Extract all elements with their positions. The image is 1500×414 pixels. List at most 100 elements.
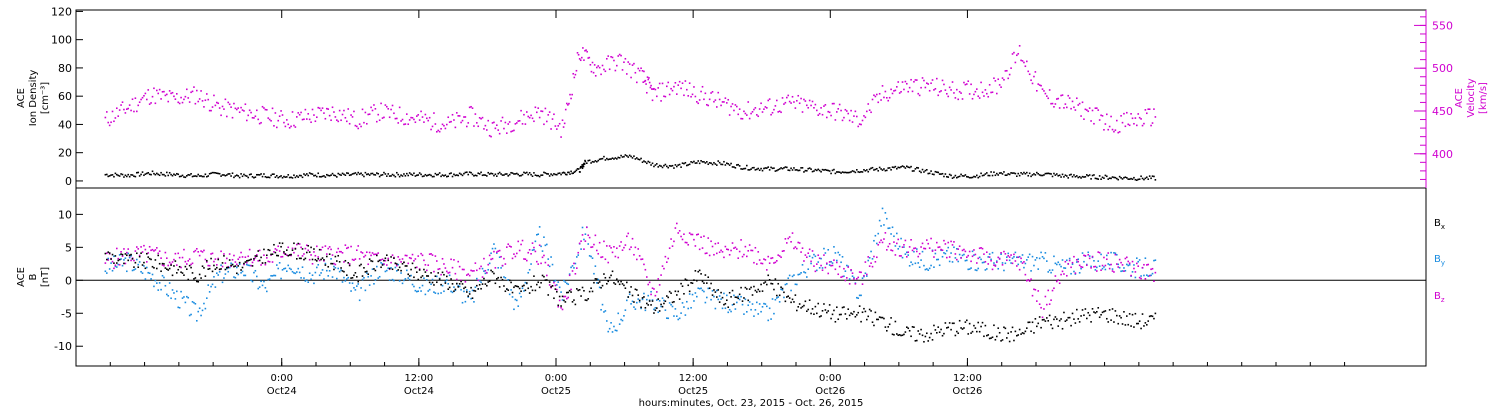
data-point — [1073, 318, 1075, 320]
data-point — [298, 271, 301, 274]
data-point — [643, 263, 645, 266]
data-point — [1027, 174, 1030, 177]
data-point — [158, 88, 161, 91]
data-point — [603, 311, 605, 313]
data-point — [330, 248, 332, 251]
data-point — [1073, 174, 1075, 176]
data-point — [920, 328, 922, 331]
data-point — [190, 266, 192, 269]
data-point — [518, 287, 521, 290]
data-point — [321, 175, 324, 178]
data-point — [176, 264, 178, 266]
data-point — [853, 115, 855, 117]
data-point — [126, 175, 128, 178]
data-point — [714, 307, 717, 310]
data-point — [470, 171, 472, 174]
data-point — [1114, 176, 1117, 179]
data-point — [964, 259, 967, 262]
data-point — [280, 175, 282, 177]
data-point — [618, 245, 621, 247]
data-point — [657, 311, 660, 314]
data-point — [537, 281, 540, 284]
data-point — [331, 172, 334, 175]
data-point — [231, 263, 234, 266]
data-point — [1038, 84, 1041, 86]
data-point — [1074, 322, 1077, 324]
data-point — [391, 278, 394, 281]
data-point — [363, 276, 365, 279]
data-point — [734, 104, 737, 106]
data-point — [748, 288, 751, 290]
data-point — [880, 99, 882, 101]
data-point — [974, 176, 977, 178]
data-point — [766, 269, 768, 271]
data-point — [284, 176, 287, 178]
data-point — [1117, 131, 1120, 134]
data-point — [1148, 275, 1151, 277]
data-point — [244, 174, 247, 177]
data-point — [887, 167, 890, 169]
data-point — [418, 268, 421, 270]
data-point — [537, 174, 540, 177]
data-point — [811, 256, 814, 259]
top-right-ylabel-line-2: Velocity — [1466, 78, 1477, 117]
data-point — [1120, 261, 1122, 264]
data-point — [581, 226, 584, 229]
data-point — [1023, 171, 1025, 174]
data-point — [983, 261, 985, 264]
xtick-date-label: Oct26 — [815, 386, 845, 397]
data-point — [401, 263, 404, 265]
data-point — [737, 163, 740, 166]
data-point — [680, 166, 682, 168]
data-point — [894, 254, 897, 256]
data-point — [676, 165, 678, 168]
data-point — [260, 256, 262, 259]
data-point — [836, 259, 838, 262]
data-point — [1118, 315, 1121, 317]
data-point — [404, 265, 407, 267]
data-point — [914, 247, 917, 249]
data-point — [486, 129, 488, 131]
data-point — [514, 123, 517, 125]
data-point — [731, 166, 734, 168]
data-point — [398, 175, 401, 178]
data-point — [524, 281, 527, 284]
data-point — [197, 173, 200, 176]
data-point — [416, 266, 418, 269]
data-point — [143, 174, 145, 177]
data-point — [263, 173, 265, 175]
data-point — [268, 118, 271, 121]
data-point — [224, 174, 227, 177]
data-point — [214, 172, 217, 174]
data-point — [231, 172, 234, 175]
data-point — [314, 258, 317, 261]
data-point — [450, 120, 452, 123]
data-point — [488, 254, 491, 257]
data-point — [683, 233, 685, 236]
data-point — [721, 307, 724, 310]
data-point — [893, 333, 895, 336]
data-point — [333, 268, 335, 271]
data-point — [538, 226, 541, 228]
data-point — [551, 263, 554, 266]
data-point — [590, 287, 592, 290]
data-point — [694, 292, 697, 294]
data-point — [328, 246, 331, 248]
data-point — [431, 278, 434, 281]
data-point — [807, 252, 810, 255]
data-point — [914, 79, 917, 81]
data-point — [203, 106, 205, 108]
top-ylabel-line-3: [cm⁻³] — [40, 82, 51, 114]
data-point — [1061, 270, 1064, 273]
data-point — [561, 295, 564, 298]
data-point — [588, 159, 591, 162]
data-point — [323, 112, 325, 114]
data-point — [236, 272, 238, 275]
data-point — [800, 251, 802, 253]
data-point — [134, 268, 137, 270]
data-point — [628, 154, 631, 157]
data-point — [374, 253, 377, 256]
data-point — [446, 123, 448, 126]
data-point — [520, 109, 522, 112]
data-point — [878, 92, 881, 95]
